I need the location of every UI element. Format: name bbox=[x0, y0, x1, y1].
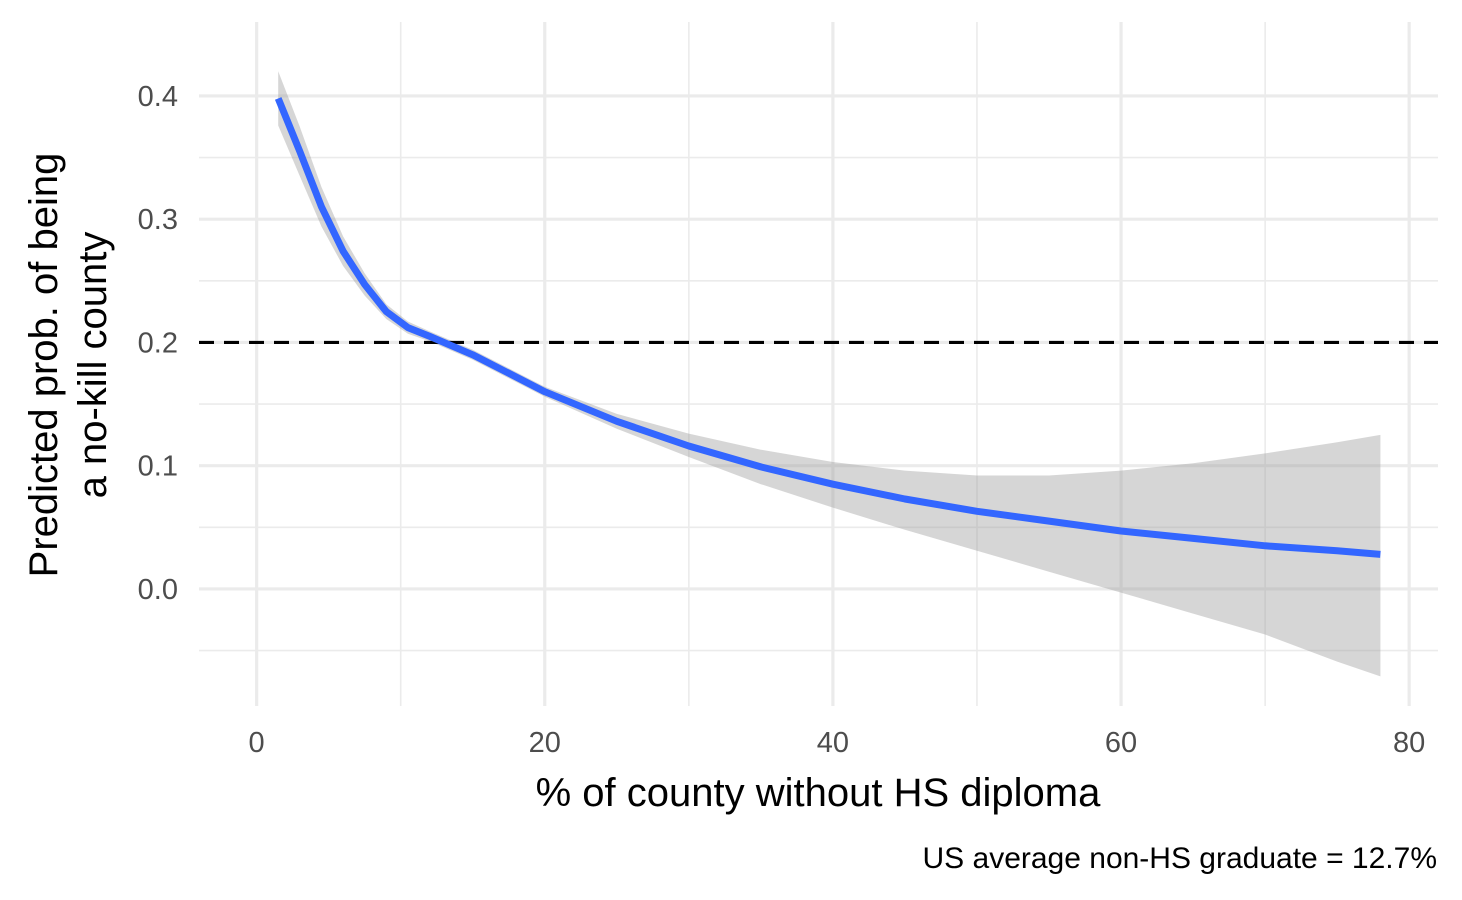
confidence-band-layer bbox=[278, 71, 1381, 677]
y-tick-label: 0.0 bbox=[138, 574, 178, 606]
x-tick-label: 60 bbox=[1105, 727, 1137, 759]
fitted-line bbox=[274, 97, 1381, 558]
y-axis-title-line-2: a no-kill county bbox=[71, 232, 115, 499]
y-tick-label: 0.3 bbox=[138, 204, 178, 236]
y-tick-labels: 0.0 0.1 0.2 0.3 0.4 bbox=[138, 81, 178, 606]
major-gridlines bbox=[199, 22, 1438, 706]
x-tick-label: 40 bbox=[817, 727, 849, 759]
y-tick-label: 0.1 bbox=[138, 451, 178, 483]
fit-line-layer bbox=[274, 97, 1381, 558]
x-tick-labels: 0 20 40 60 80 bbox=[249, 727, 1426, 759]
minor-gridlines bbox=[199, 22, 1438, 706]
x-tick-label: 20 bbox=[529, 727, 561, 759]
x-tick-label: 0 bbox=[249, 727, 265, 759]
x-tick-label: 80 bbox=[1393, 727, 1425, 759]
chart-caption: US average non-HS graduate = 12.7% bbox=[923, 842, 1438, 875]
y-axis-title-line-1: Predicted prob. of being bbox=[22, 153, 66, 578]
y-tick-label: 0.4 bbox=[138, 81, 178, 113]
y-tick-label: 0.2 bbox=[138, 327, 178, 359]
confidence-band bbox=[278, 71, 1381, 677]
x-axis-title: % of county without HS diploma bbox=[536, 771, 1101, 815]
